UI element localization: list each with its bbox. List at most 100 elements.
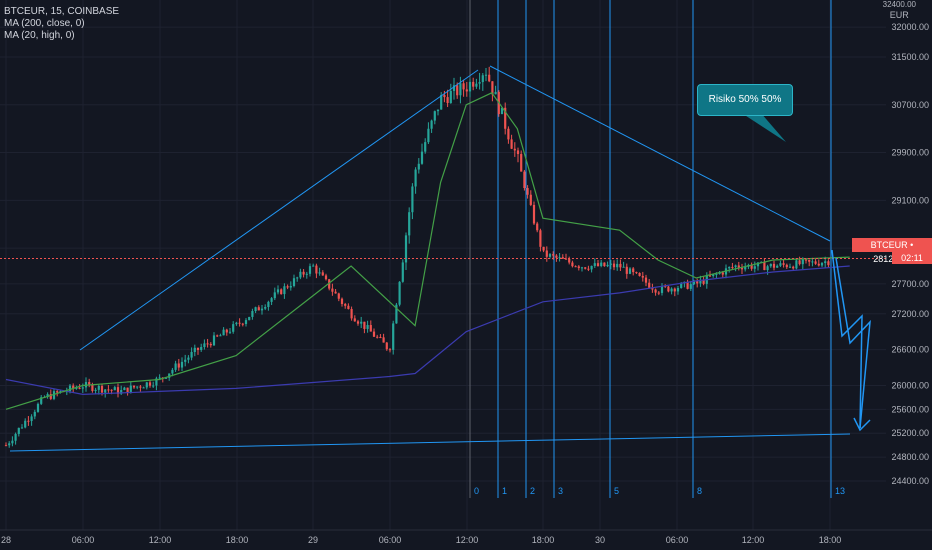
candle-body (196, 347, 200, 350)
candle-body (411, 186, 414, 213)
candle-body (235, 322, 238, 325)
forecast-path (835, 257, 871, 429)
ascending-trendline (79, 69, 479, 351)
candle-body (798, 260, 801, 265)
price-tick-label: 29900.00 (891, 148, 929, 158)
candle-body (552, 254, 555, 256)
time-tick-label: 06:00 (72, 535, 95, 545)
candle-body (452, 85, 456, 91)
bar-countdown: 02:11 (892, 252, 932, 264)
candle-body (372, 331, 376, 337)
candle-body (660, 285, 664, 293)
candle-body (827, 261, 830, 266)
candle-body (395, 304, 398, 324)
candle-body (164, 377, 168, 379)
candle-body (792, 266, 795, 269)
price-tick-label: 32000.00 (891, 22, 929, 32)
candle-body (558, 257, 561, 259)
candle-body (312, 265, 315, 267)
candle-body (804, 259, 808, 261)
candle-body (225, 329, 228, 333)
time-tick-label: 06:00 (666, 535, 689, 545)
candle-body (676, 287, 680, 292)
candle-body (654, 289, 657, 293)
candles (4, 66, 830, 448)
candle-body (750, 264, 753, 269)
candle-body (753, 266, 756, 269)
time-tick-label: 12:00 (742, 535, 765, 545)
time-tick-label: 12:00 (149, 535, 172, 545)
candle-body (353, 318, 356, 322)
fib-zone-label: 3 (558, 486, 563, 496)
candle-body (625, 266, 628, 274)
candle-body (494, 91, 497, 95)
candle-body (728, 266, 731, 269)
candle-body (145, 382, 148, 388)
candle-body (763, 262, 766, 271)
candle-body (568, 258, 571, 263)
candle-body (30, 416, 33, 422)
candle-body (484, 74, 488, 76)
candle-body (200, 347, 203, 350)
candle-body (184, 359, 187, 362)
candle-body (72, 385, 75, 389)
candle-body (104, 389, 107, 393)
candle-body (472, 81, 475, 87)
candle-body (756, 262, 760, 267)
candle-body (644, 277, 648, 283)
candle-body (526, 188, 529, 195)
candle-body (456, 85, 459, 96)
price-axis[interactable]: 32000.00 31500.00 30700.00 29900.00 29100.00… (886, 0, 932, 530)
candle-body (33, 411, 36, 417)
candle-body (267, 301, 270, 308)
candle-body (148, 382, 152, 386)
candle-body (820, 263, 824, 266)
candle-body (376, 336, 379, 338)
candle-body (641, 275, 644, 278)
candle-body (350, 309, 353, 319)
candle-body (782, 263, 785, 265)
candle-body (260, 308, 264, 311)
candle-body (123, 387, 126, 391)
candle-body (635, 272, 638, 274)
candle-body (788, 266, 792, 268)
legend-symbol[interactable]: BTCEUR, 15, COINBASE (4, 6, 120, 17)
price-unit-label: 32400.00 EUR (883, 0, 916, 20)
candle-body (321, 272, 324, 276)
candle-body (545, 250, 548, 257)
price-tick-label: 25200.00 (891, 428, 929, 438)
time-tick-label: 29 (308, 535, 318, 545)
candle-body (254, 307, 257, 312)
candle-body (574, 266, 577, 268)
candle-body (593, 263, 596, 266)
price-tick-label: 31500.00 (891, 52, 929, 62)
candle-body (561, 257, 564, 259)
candle-body (606, 264, 609, 267)
candle-body (206, 343, 209, 345)
candle-body (564, 258, 568, 260)
candle-body (715, 273, 718, 275)
candle-body (219, 335, 222, 337)
candle-body (187, 357, 190, 360)
fib-zone-label: 2 (530, 486, 535, 496)
candle-body (817, 263, 820, 266)
time-axis[interactable]: 28 06:00 12:00 18:00 29 06:00 12:00 18:00 30 06:0… (0, 529, 932, 550)
descending-trendline (489, 65, 831, 242)
time-axis-bg (0, 530, 932, 550)
candle-body (401, 262, 404, 282)
candle-body (648, 282, 651, 288)
candle-body (46, 394, 49, 397)
legend-ma20[interactable]: MA (20, high, 0) (4, 30, 75, 41)
candle-body (286, 286, 289, 288)
candle-body (139, 386, 142, 388)
candle-body (718, 272, 721, 274)
fib-zone-label: 0 (474, 486, 479, 496)
legend-ma200[interactable]: MA (200, close, 0) (4, 18, 85, 29)
candle-body (433, 111, 436, 121)
candle-body (708, 275, 712, 277)
candle-body (132, 385, 136, 388)
candle-body (347, 305, 350, 310)
risk-callout[interactable]: Risiko 50% 50% (697, 84, 793, 116)
forecast-arrowhead (853, 417, 871, 432)
